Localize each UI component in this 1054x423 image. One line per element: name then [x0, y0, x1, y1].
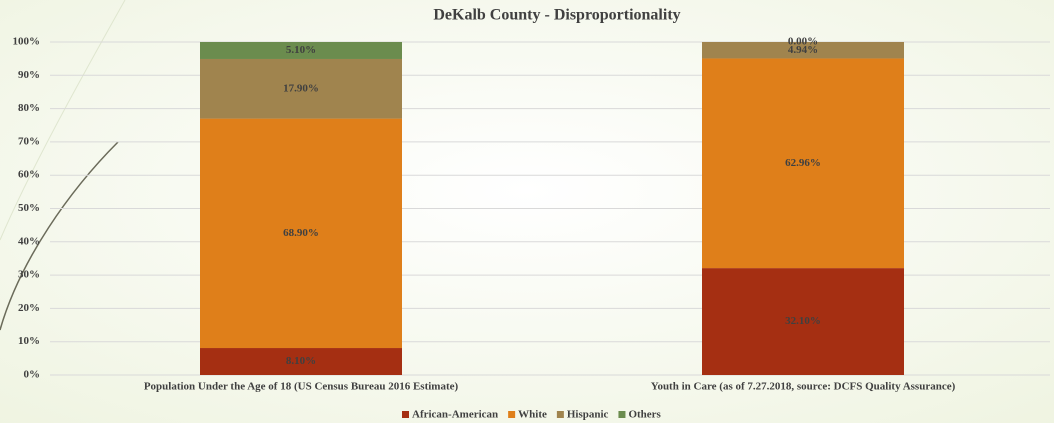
bar-segment — [200, 42, 402, 59]
legend-swatch — [556, 411, 564, 418]
y-tick-label: 60% — [18, 169, 40, 181]
data-label: 5.10% — [286, 44, 316, 56]
y-tick-label: 70% — [18, 135, 40, 147]
data-label: 68.90% — [283, 227, 319, 239]
data-label: 8.10% — [286, 355, 316, 367]
data-label: 4.94% — [788, 44, 818, 56]
legend-label: White — [518, 409, 547, 421]
y-tick-label: 10% — [18, 335, 40, 347]
y-tick-label: 90% — [18, 69, 40, 81]
x-tick-label: Youth in Care (as of 7.27.2018, source: … — [651, 381, 956, 393]
bar-segment — [200, 118, 402, 349]
data-label: 0.00% — [788, 36, 818, 48]
chart-title: DeKalb County - Disproportionality — [433, 7, 680, 24]
y-tick-label: 30% — [18, 269, 40, 281]
x-tick-label: Population Under the Age of 18 (US Censu… — [144, 381, 459, 393]
decor-curve — [0, 141, 119, 331]
legend-label: Hispanic — [567, 409, 609, 421]
y-tick-label: 50% — [18, 202, 40, 214]
y-tick-label: 0% — [24, 369, 41, 381]
bar-segment — [702, 58, 904, 269]
legend-swatch — [618, 411, 626, 418]
y-tick-label: 20% — [18, 302, 40, 314]
data-label: 62.96% — [785, 157, 821, 169]
data-label: 32.10% — [785, 315, 821, 327]
bar-segment — [200, 58, 402, 119]
y-tick-label: 40% — [18, 235, 40, 247]
data-label: 17.90% — [283, 82, 319, 94]
legend: African-American White Hispanic Others — [402, 409, 662, 421]
legend-label: African-American — [412, 409, 498, 421]
decor-curve — [0, 0, 126, 241]
legend-swatch — [402, 411, 409, 418]
y-tick-label: 100% — [13, 36, 41, 48]
bar-segment — [200, 348, 402, 375]
y-tick-label: 80% — [18, 102, 40, 114]
legend-swatch — [508, 411, 516, 418]
bar-segment — [702, 42, 904, 59]
bar-segment — [702, 268, 904, 375]
legend-label: Others — [628, 409, 661, 421]
